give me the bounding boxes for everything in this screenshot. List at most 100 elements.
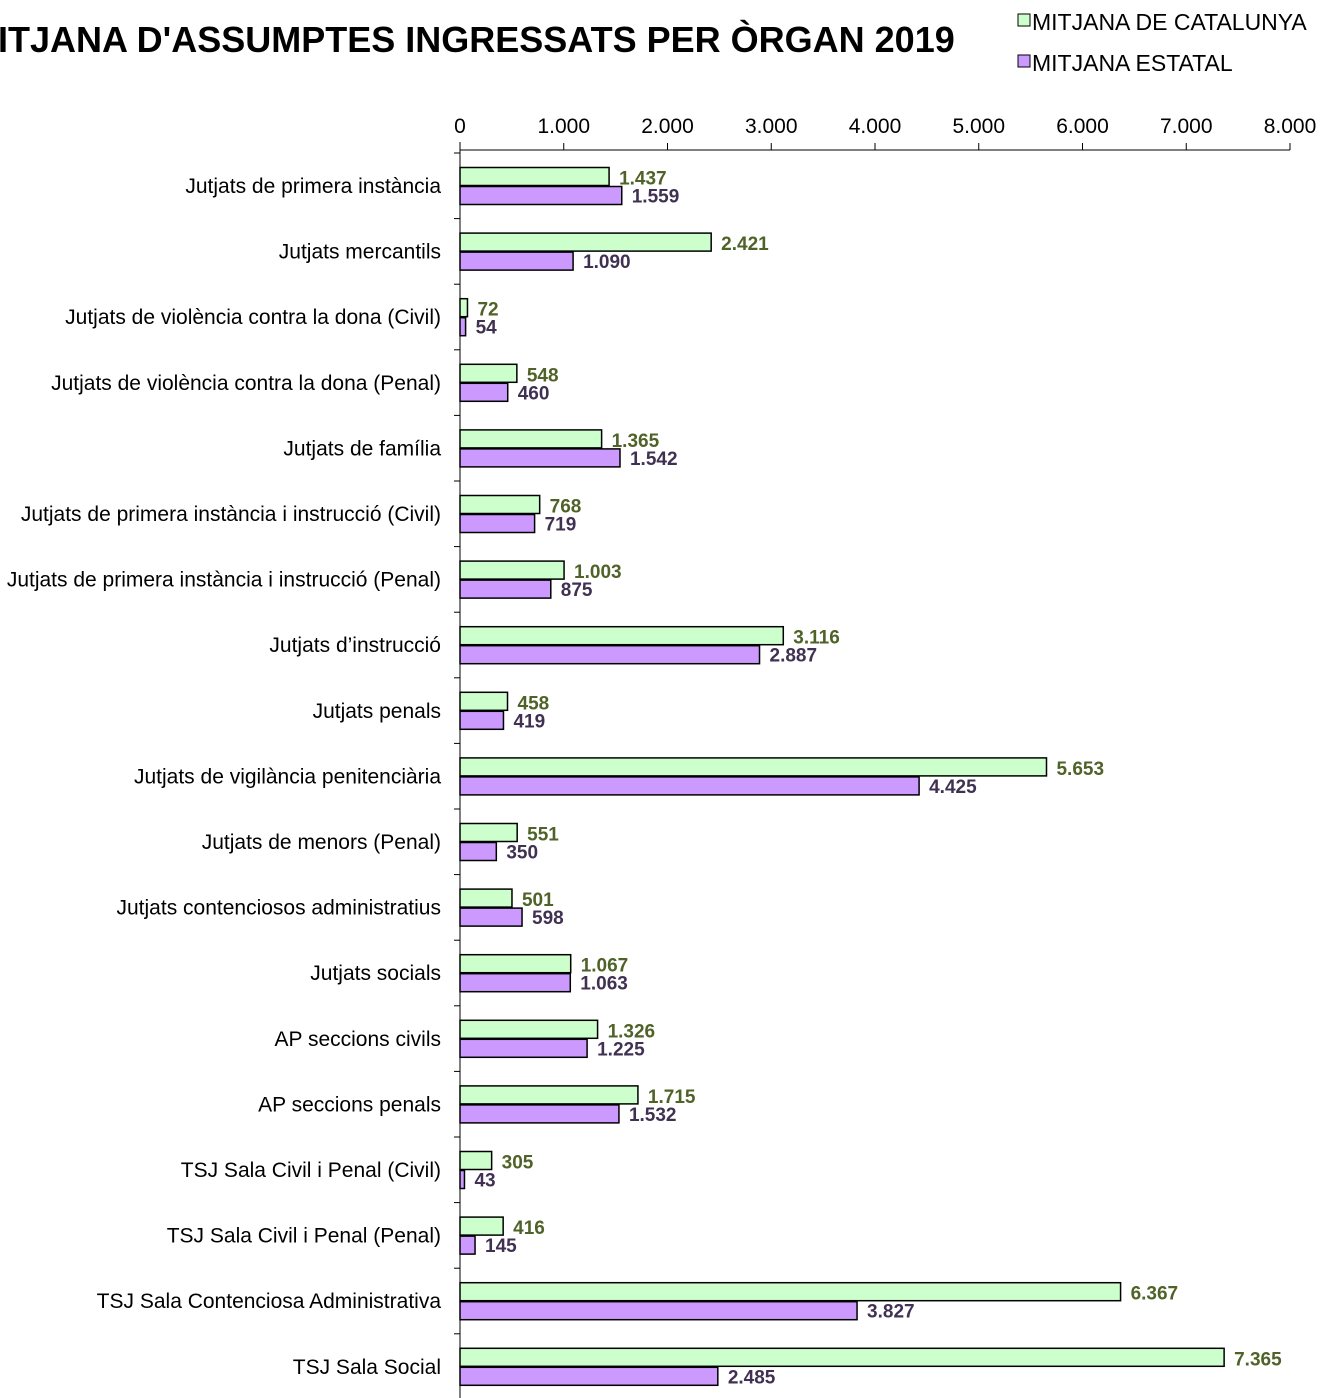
value-label-catalunya: 6.367 (1131, 1284, 1179, 1305)
category-label: Jutjats de violència contra la dona (Civ… (65, 306, 441, 329)
bar-catalunya (459, 1150, 493, 1171)
value-label-catalunya: 1.437 (619, 169, 667, 190)
value-label-catalunya: 2.421 (721, 234, 769, 255)
bar-estatal (459, 1235, 476, 1255)
value-label-catalunya: 458 (518, 693, 550, 714)
x-tick-label: 8.000 (1264, 115, 1317, 138)
bar-catalunya (459, 757, 1048, 777)
legend: MITJANA DE CATALUNYA MITJANA ESTATAL (1017, 9, 1307, 76)
x-tick-label: 3.000 (745, 115, 798, 138)
bar-catalunya (459, 166, 610, 187)
bar-estatal (459, 382, 509, 403)
value-label-catalunya: 7.365 (1234, 1349, 1282, 1370)
bar-estatal (459, 710, 505, 731)
bar-estatal (459, 972, 572, 993)
value-label-estatal: 145 (485, 1236, 517, 1257)
x-axis: 0 1.000 2.000 3.000 4.000 5.000 6.000 7.000 8.00… (454, 115, 1316, 1398)
bar-estatal (459, 579, 552, 599)
bar-estatal (459, 448, 621, 468)
bar-estatal (459, 185, 623, 206)
bar-estatal (459, 1038, 588, 1059)
category-label: TSJ Sala Social (293, 1356, 441, 1379)
x-tick-label: 1.000 (537, 115, 590, 138)
value-label-catalunya: 416 (513, 1218, 545, 1239)
category-label: Jutjats de vigilància penitenciària (134, 765, 441, 788)
bar-catalunya (459, 1085, 639, 1105)
value-label-estatal: 419 (513, 711, 545, 732)
bar-catalunya (459, 297, 469, 318)
value-label-estatal: 54 (476, 318, 498, 339)
bar-estatal (459, 907, 523, 927)
value-label-estatal: 719 (545, 515, 577, 536)
category-label: Jutjats de menors (Penal) (202, 831, 441, 854)
bar-catalunya (459, 888, 513, 908)
bar-estatal (459, 644, 761, 665)
bar-catalunya (459, 1281, 1122, 1302)
legend-swatch-1 (1017, 54, 1031, 68)
bar-estatal (459, 1169, 466, 1190)
bar-estatal (459, 513, 536, 534)
value-label-estatal: 1.063 (580, 974, 628, 995)
bar-estatal (459, 776, 920, 796)
value-label-estatal: 2.485 (728, 1367, 776, 1388)
value-label-estatal: 4.425 (929, 777, 977, 798)
category-label: TSJ Sala Contenciosa Administrativa (97, 1290, 442, 1313)
category-label: Jutjats d’instrucció (269, 634, 441, 657)
bar-catalunya (459, 494, 541, 515)
category-label: TSJ Sala Civil i Penal (Civil) (181, 1159, 441, 1182)
value-label-estatal: 350 (506, 843, 538, 864)
bar-catalunya (459, 691, 509, 712)
x-tick-label: 2.000 (641, 115, 694, 138)
value-label-catalunya: 1.715 (648, 1087, 696, 1108)
value-label-estatal: 1.090 (583, 252, 631, 273)
bar-estatal (459, 316, 467, 337)
legend-label-0: MITJANA DE CATALUNYA (1032, 9, 1307, 35)
legend-swatch-0 (1017, 13, 1031, 27)
value-label-catalunya: 501 (522, 890, 554, 911)
chart-title: ITJANA D'ASSUMPTES INGRESSATS PER ÒRGAN … (0, 18, 955, 60)
bar-estatal (459, 1300, 858, 1321)
category-label: Jutjats de primera instància i instrucci… (7, 569, 441, 592)
bar-estatal (459, 1366, 719, 1387)
bar-estatal (459, 841, 498, 862)
value-label-catalunya: 72 (477, 300, 498, 321)
value-label-estatal: 598 (532, 908, 564, 929)
value-label-catalunya: 548 (527, 365, 559, 386)
bar-catalunya (459, 232, 712, 252)
x-tick-label: 4.000 (849, 115, 902, 138)
bar-catalunya (459, 429, 603, 449)
legend-label-1: MITJANA ESTATAL (1032, 50, 1233, 76)
bar-catalunya (459, 953, 572, 974)
category-label: AP seccions civils (274, 1028, 441, 1051)
value-label-estatal: 1.532 (629, 1105, 677, 1126)
value-label-catalunya: 305 (502, 1153, 534, 1174)
value-label-catalunya: 1.067 (581, 956, 629, 977)
bar-catalunya (459, 625, 785, 646)
category-label: Jutjats mercantils (279, 241, 441, 264)
bar-estatal (459, 1104, 620, 1124)
value-label-estatal: 460 (518, 383, 550, 404)
value-label-estatal: 3.827 (867, 1302, 915, 1323)
category-label: Jutjats de primera instància (185, 175, 441, 198)
value-label-catalunya: 5.653 (1056, 759, 1104, 780)
category-label: Jutjats socials (310, 962, 441, 985)
category-label: Jutjats de família (283, 437, 441, 460)
bar-catalunya (459, 822, 518, 843)
value-label-estatal: 875 (561, 580, 593, 601)
bar-catalunya (459, 1216, 504, 1236)
value-label-estatal: 1.559 (632, 187, 680, 208)
bar-estatal (459, 251, 574, 271)
value-label-catalunya: 3.116 (793, 628, 840, 649)
value-label-catalunya: 1.003 (574, 562, 622, 583)
value-label-catalunya: 551 (527, 825, 559, 846)
value-label-catalunya: 1.326 (608, 1021, 656, 1042)
bar-catalunya (459, 1019, 599, 1040)
category-label: Jutjats penals (313, 700, 441, 723)
x-tick-label: 7.000 (1160, 115, 1213, 138)
category-label: TSJ Sala Civil i Penal (Penal) (167, 1225, 441, 1248)
bar-catalunya (459, 560, 565, 580)
category-label: Jutjats contenciosos administratius (117, 897, 442, 920)
category-label: Jutjats de primera instància i instrucci… (21, 503, 441, 526)
